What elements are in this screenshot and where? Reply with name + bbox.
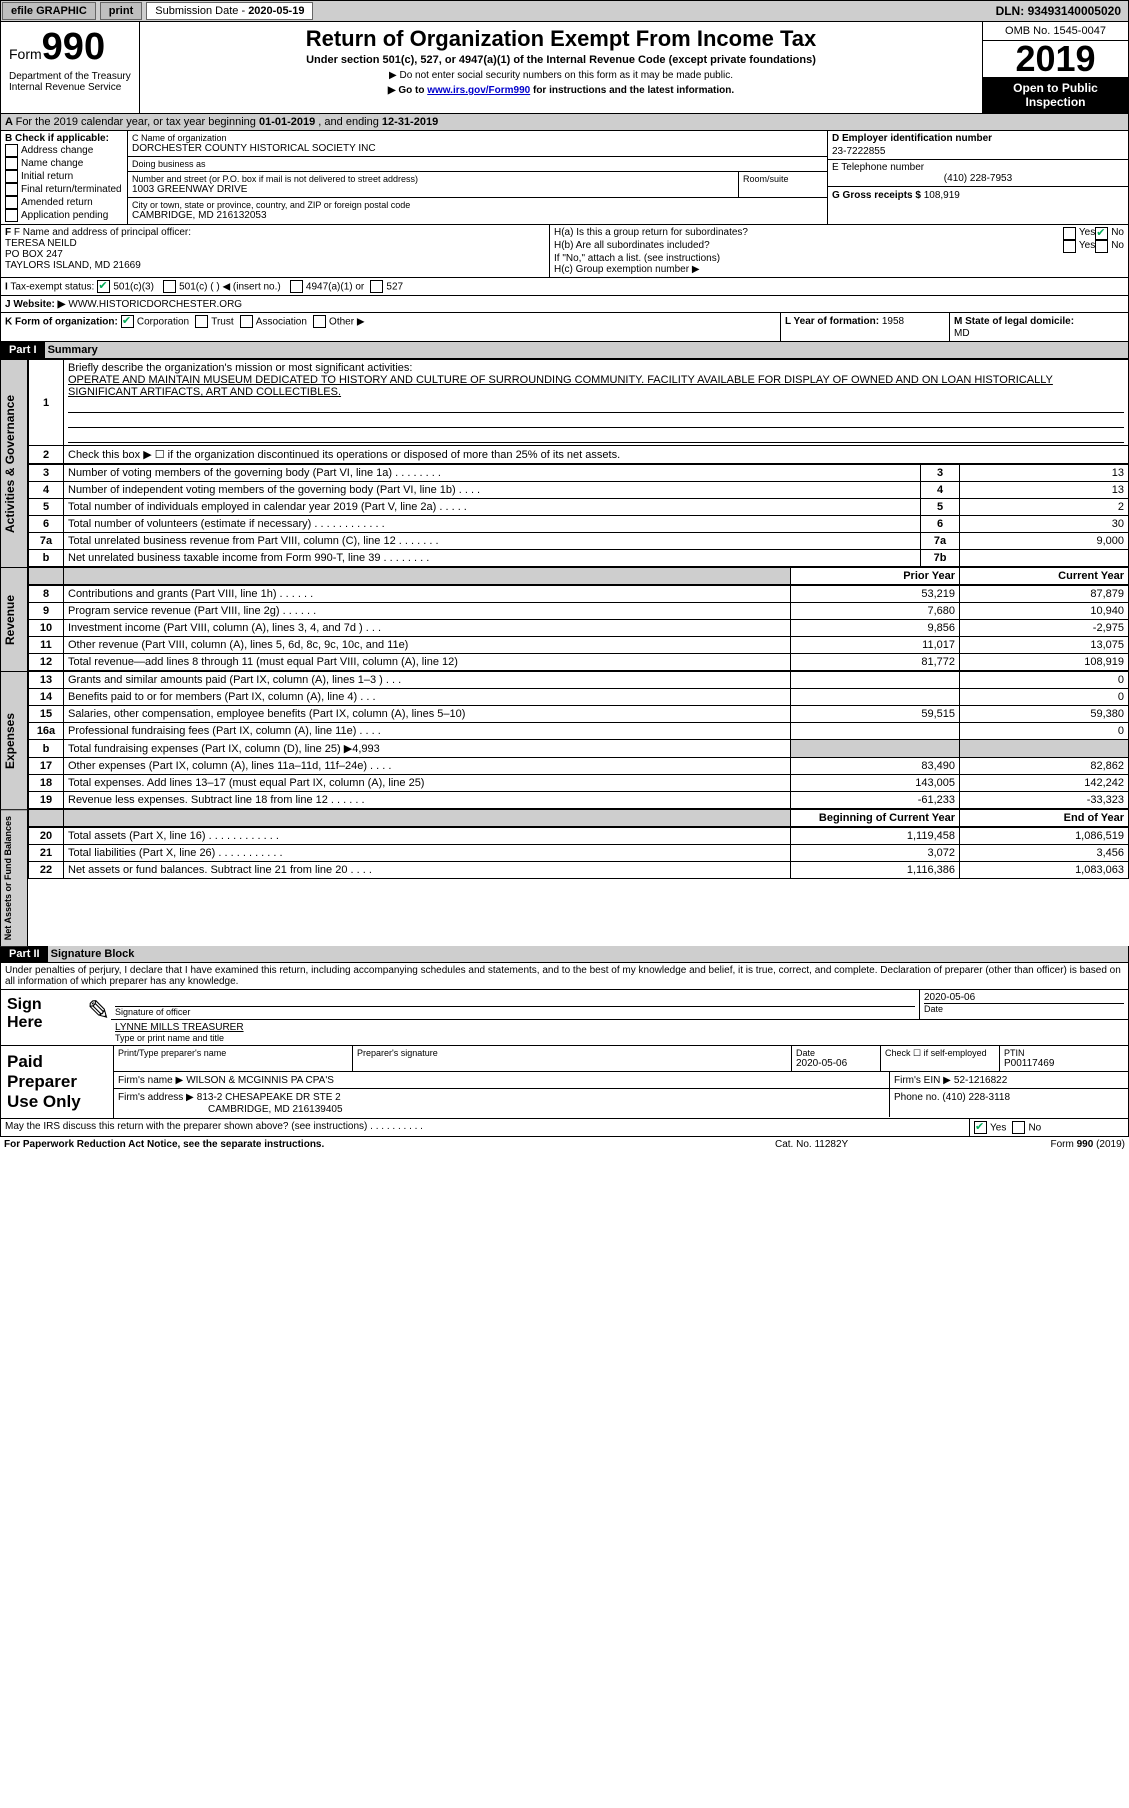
cat-no: Cat. No. 11282Y [775, 1139, 975, 1150]
netassets-label: Net Assets or Fund Balances [0, 809, 28, 946]
mission-text: OPERATE AND MAINTAIN MUSEUM DEDICATED TO… [68, 374, 1053, 398]
line1-label: Briefly describe the organization's miss… [68, 362, 412, 374]
officer-name: TERESA NEILD [5, 238, 545, 249]
l-label: L Year of formation: [785, 316, 882, 327]
form-title: Return of Organization Exempt From Incom… [144, 26, 978, 52]
b-label: B Check if applicable: [5, 133, 123, 144]
summary-block: Activities & Governance 1 Briefly descri… [0, 359, 1129, 567]
firm-addr1: 813-2 CHESAPEAKE DR STE 2 [197, 1092, 341, 1103]
submission-date: Submission Date - 2020-05-19 [146, 2, 313, 20]
hb-no-checkbox[interactable] [1095, 240, 1108, 253]
discuss-row: May the IRS discuss this return with the… [0, 1119, 1129, 1137]
pen-icon: ✎ [83, 990, 111, 1045]
subtitle-1: Under section 501(c), 527, or 4947(a)(1)… [144, 54, 978, 66]
pra-notice: For Paperwork Reduction Act Notice, see … [4, 1139, 775, 1150]
city-label: City or town, state or province, country… [132, 200, 823, 210]
discuss-no-checkbox[interactable] [1012, 1121, 1025, 1134]
dln: DLN: 93493140005020 [996, 4, 1127, 18]
subtitle-2: ▶ Do not enter social security numbers o… [144, 70, 978, 81]
entity-block: B Check if applicable: Address changeNam… [0, 131, 1129, 225]
current-year-header: Current Year [960, 568, 1129, 585]
j-row: J Website: ▶ WWW.HISTORICDORCHESTER.ORG [0, 296, 1129, 313]
klm-row: K Form of organization: Corporation Trus… [0, 313, 1129, 342]
dba-label: Doing business as [132, 159, 823, 169]
paid-preparer-label: Paid Preparer Use Only [1, 1046, 113, 1118]
officer-addr1: PO BOX 247 [5, 249, 545, 260]
revenue-block: Revenue Prior YearCurrent Year 8Contribu… [0, 567, 1129, 671]
perjury-text: Under penalties of perjury, I declare th… [0, 963, 1129, 990]
gross-receipts: 108,919 [924, 190, 960, 201]
ha-no-checkbox[interactable] [1095, 227, 1108, 240]
ptin: P00117469 [1004, 1058, 1124, 1069]
netassets-block: Net Assets or Fund Balances Beginning of… [0, 809, 1129, 946]
firm-phone: (410) 228-3118 [942, 1092, 1010, 1103]
sig-date-label: Date [924, 1003, 1124, 1014]
sign-here-label: Sign Here [1, 990, 83, 1045]
g-label: G Gross receipts $ [832, 190, 924, 201]
section-a: A For the 2019 calendar year, or tax yea… [0, 114, 1129, 131]
line2: Check this box ▶ ☐ if the organization d… [64, 446, 1129, 464]
officer-printed-name: LYNNE MILLS TREASURER [115, 1022, 1124, 1033]
officer-h-block: F F Name and address of principal office… [0, 225, 1129, 278]
officer-addr2: TAYLORS ISLAND, MD 21669 [5, 260, 545, 271]
city-state-zip: CAMBRIDGE, MD 216132053 [132, 210, 823, 221]
activities-governance-label: Activities & Governance [0, 359, 28, 567]
paid-preparer-block: Paid Preparer Use Only Print/Type prepar… [0, 1046, 1129, 1119]
header: Form990 Department of the Treasury Inter… [0, 22, 1129, 114]
prior-year-header: Prior Year [791, 568, 960, 585]
form-number: Form990 [9, 26, 135, 69]
expenses-block: Expenses 13Grants and similar amounts pa… [0, 671, 1129, 809]
hb-note: If "No," attach a list. (see instruction… [554, 253, 1124, 264]
eoy-header: End of Year [960, 810, 1129, 827]
ein: 23-7222855 [832, 146, 1124, 157]
firm-addr2: CAMBRIDGE, MD 216139405 [208, 1104, 343, 1115]
i-row: I Tax-exempt status: 501(c)(3) 501(c) ( … [0, 278, 1129, 296]
firm-ein: 52-1216822 [954, 1075, 1007, 1086]
sig-date: 2020-05-06 [924, 992, 1124, 1003]
e-label: E Telephone number [832, 162, 1124, 173]
hb-yes-checkbox[interactable] [1063, 240, 1076, 253]
f-label: F F Name and address of principal office… [5, 227, 545, 238]
i-label: I Tax-exempt status: [5, 281, 94, 292]
open-to-public: Open to Public Inspection [983, 77, 1128, 113]
ha: H(a) Is this a group return for subordin… [554, 227, 1124, 240]
officer-name-label: Type or print name and title [115, 1033, 1124, 1043]
boy-header: Beginning of Current Year [791, 810, 960, 827]
m-label: M State of legal domicile: [954, 316, 1074, 327]
corp-checkbox[interactable] [121, 315, 134, 328]
k-label: K Form of organization: [5, 316, 118, 327]
d-label: D Employer identification number [832, 133, 1124, 144]
efile-label: efile GRAPHIC [2, 2, 96, 20]
telephone: (410) 228-7953 [832, 173, 1124, 184]
footer: For Paperwork Reduction Act Notice, see … [0, 1137, 1129, 1152]
discuss-yes-checkbox[interactable] [974, 1121, 987, 1134]
org-name: DORCHESTER COUNTY HISTORICAL SOCIETY INC [132, 143, 823, 154]
firm-name: WILSON & MCGINNIS PA CPA'S [186, 1075, 334, 1086]
part2-header: Part II Signature Block [0, 946, 1129, 963]
501c3-checkbox[interactable] [97, 280, 110, 293]
print-button[interactable]: print [100, 2, 142, 20]
subtitle-3: ▶ Go to www.irs.gov/Form990 for instruct… [144, 85, 978, 96]
street-address: 1003 GREENWAY DRIVE [132, 184, 734, 195]
irs-link[interactable]: www.irs.gov/Form990 [427, 85, 530, 96]
dept-treasury: Department of the Treasury Internal Reve… [9, 71, 135, 93]
expenses-label: Expenses [0, 671, 28, 809]
c-label: C Name of organization [132, 133, 823, 143]
sign-here-block: Sign Here ✎ Signature of officer 2020-05… [0, 990, 1129, 1046]
j-label: J Website: ▶ [5, 299, 65, 310]
ha-yes-checkbox[interactable] [1063, 227, 1076, 240]
tax-year: 2019 [983, 41, 1128, 77]
website: WWW.HISTORICDORCHESTER.ORG [68, 299, 242, 310]
hb: H(b) Are all subordinates included?Yes N… [554, 240, 1124, 253]
room-label: Room/suite [743, 174, 823, 184]
sig-officer-label: Signature of officer [115, 1006, 915, 1017]
part1-header: Part I Summary [0, 342, 1129, 359]
hc: H(c) Group exemption number ▶ [554, 264, 1124, 275]
addr-label: Number and street (or P.O. box if mail i… [132, 174, 734, 184]
topbar: efile GRAPHIC print Submission Date - 20… [0, 0, 1129, 22]
revenue-label: Revenue [0, 567, 28, 671]
form-footer: Form 990 (2019) [975, 1139, 1125, 1150]
